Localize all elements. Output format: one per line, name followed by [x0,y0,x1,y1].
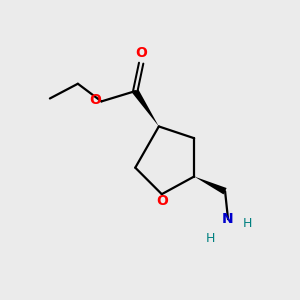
Polygon shape [194,176,226,194]
Polygon shape [132,89,159,126]
Text: O: O [89,93,101,107]
Text: O: O [156,194,168,208]
Text: H: H [242,217,252,230]
Text: N: N [222,212,234,226]
Text: O: O [135,46,147,60]
Text: H: H [206,232,215,245]
